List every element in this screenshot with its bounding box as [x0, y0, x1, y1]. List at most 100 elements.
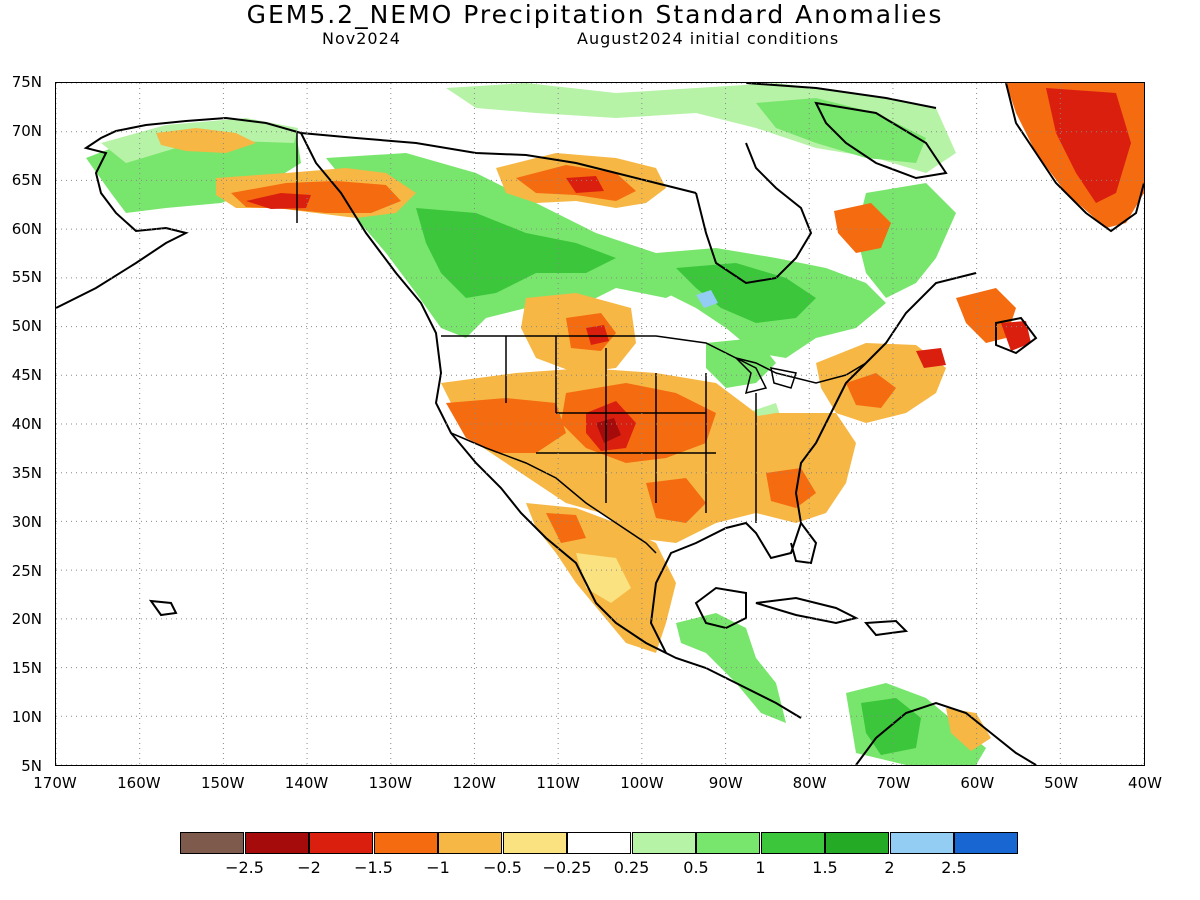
us-mexico-border	[450, 432, 657, 554]
colorbar-tick-label: −0.5	[483, 858, 522, 877]
lon-tick-label: 70W	[876, 774, 911, 792]
lon-tick-label: 140W	[284, 774, 329, 792]
colorbar-swatch	[373, 832, 438, 854]
nunavut-peak	[566, 176, 604, 193]
arctic-coast	[300, 132, 697, 194]
great-lakes	[735, 357, 797, 395]
newfoundland-island	[995, 316, 1038, 355]
colorbar-swatch	[954, 832, 1018, 854]
colorbar-swatch	[825, 832, 889, 854]
yucatan	[694, 586, 747, 630]
lon-tick-label: 150W	[200, 774, 245, 792]
colorbar-tick-label: 1.5	[812, 858, 838, 877]
colorbar-swatch	[696, 832, 760, 854]
colorado-kansas-max	[596, 418, 621, 443]
lon-tick-label: 100W	[620, 774, 664, 792]
colorbar-tick-label: −2	[297, 858, 321, 877]
texas-core	[646, 478, 706, 523]
lat-tick-label: 65N	[11, 170, 42, 189]
lat-tick-label: 15N	[11, 659, 42, 678]
colorbar-swatch	[180, 832, 244, 854]
lon-tick-label: 80W	[792, 774, 827, 792]
us-canada-border	[441, 335, 887, 384]
plains-north-peak	[586, 325, 609, 345]
newfoundland-peak	[1001, 321, 1031, 351]
cuba	[755, 596, 859, 625]
lat-tick-label: 50N	[11, 317, 42, 336]
lon-tick-label: 130W	[368, 774, 413, 792]
great-basin-core	[446, 398, 566, 453]
colorbar-tick-label: 2	[884, 858, 895, 877]
lon-tick-label: 50W	[1044, 774, 1079, 792]
lat-tick-label: 70N	[11, 121, 42, 140]
lat-tick-label: 5N	[21, 757, 42, 775]
graticule	[56, 83, 1144, 765]
lon-tick-label: 110W	[536, 774, 580, 792]
southeast-core	[766, 468, 816, 508]
colorbar-swatch	[760, 832, 825, 854]
quebec-field	[856, 183, 956, 298]
lon-tick-label: 160W	[117, 774, 161, 792]
mexico-light	[576, 553, 631, 603]
nw-ontario-peak	[696, 290, 718, 308]
colorbar-swatch	[309, 832, 373, 854]
colorbar-tick-label: −1.5	[354, 858, 393, 877]
florida	[790, 522, 818, 565]
lon-tick-label: 60W	[960, 774, 995, 792]
colorbar-tick-label: 0.5	[683, 858, 709, 877]
colorbar-swatch	[631, 832, 696, 854]
lat-tick-label: 75N	[11, 73, 42, 91]
southeast-field	[706, 413, 856, 523]
baffin-field	[756, 98, 926, 163]
lat-tick-label: 25N	[11, 561, 42, 580]
lon-tick-label: 170W	[33, 774, 77, 792]
political-boundaries	[296, 133, 887, 554]
lat-tick-label: 55N	[11, 268, 42, 287]
colorbar-tick-label: −1	[426, 858, 450, 877]
alaska-coast	[56, 116, 302, 309]
forecast-month: Nov2024	[322, 29, 401, 48]
northeast-core	[846, 373, 896, 408]
colorbar-swatch	[438, 832, 502, 854]
colorbar-swatch	[502, 832, 567, 854]
anomaly-map	[56, 83, 1144, 765]
newfoundland-field	[956, 288, 1016, 343]
lat-tick-label: 20N	[11, 610, 42, 629]
colorbar-tick-label: −0.25	[542, 858, 592, 877]
lon-tick-label: 120W	[452, 774, 496, 792]
alaska-south-peak	[246, 193, 311, 209]
colorbar-swatch	[567, 832, 631, 854]
lat-tick-label: 35N	[11, 463, 42, 482]
alaska-west-arc	[156, 128, 256, 153]
lat-tick-label: 40N	[11, 415, 42, 433]
us-states-grid	[505, 336, 757, 523]
ellesmere	[745, 83, 937, 109]
venezuela-field	[946, 708, 991, 751]
hawaii	[148, 599, 178, 617]
map-frame	[55, 82, 1145, 766]
colorbar-tick-label: 2.5	[941, 858, 967, 877]
lat-tick-label: 60N	[11, 219, 42, 238]
colorbar-swatch	[244, 832, 309, 854]
lon-tick-label: 40W	[1128, 774, 1162, 792]
mexico-core	[546, 513, 586, 543]
lat-tick-label: 30N	[11, 512, 42, 531]
lon-tick-label: 90W	[708, 774, 743, 792]
negative-anomaly-fields	[156, 83, 1144, 751]
hispaniola	[863, 619, 909, 637]
colorbar-tick-label: −2.5	[225, 858, 264, 877]
lat-tick-label: 45N	[11, 366, 42, 385]
initial-conditions: August2024 initial conditions	[577, 29, 840, 48]
colorbar-tick-label: 0.25	[613, 858, 650, 877]
hudson-bay	[695, 142, 813, 285]
labrador-field	[834, 203, 891, 253]
colorbar-tick-label: 1	[755, 858, 766, 877]
greenland-core	[1046, 88, 1131, 203]
bc-core-field	[416, 208, 616, 298]
chart-title: GEM5.2_NEMO Precipitation Standard Anoma…	[246, 0, 944, 29]
lat-tick-label: 10N	[11, 708, 42, 727]
colorbar-swatch	[889, 832, 954, 854]
greenland-coast	[1005, 83, 1144, 233]
maritimes-peak	[916, 348, 946, 368]
south-america-coast	[855, 701, 1037, 765]
